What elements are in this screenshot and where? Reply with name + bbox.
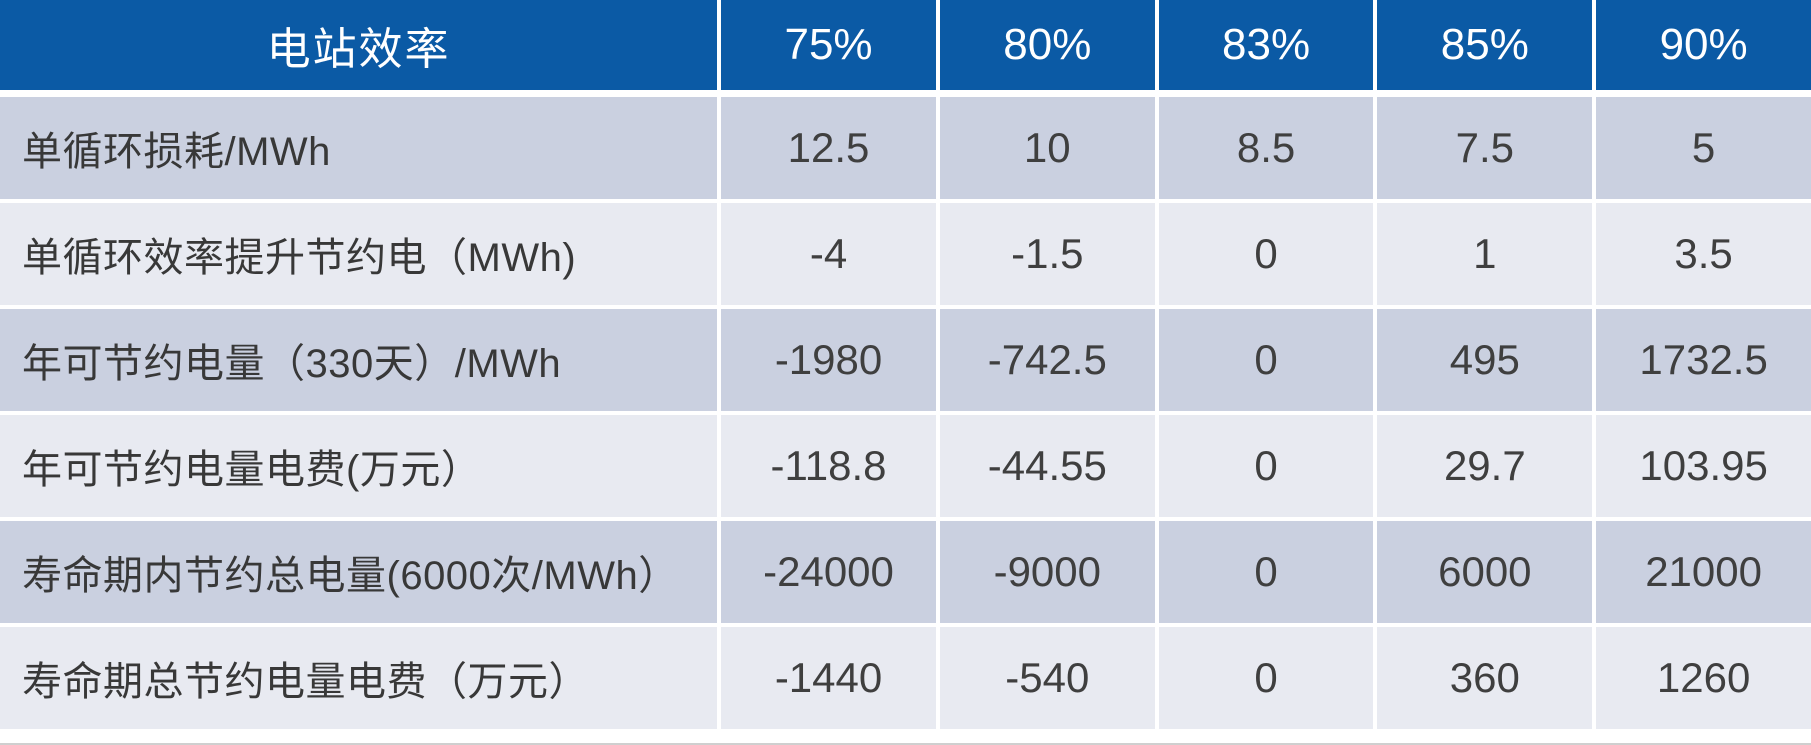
cell-value: 21000 bbox=[1596, 521, 1811, 623]
table-row: 寿命期内节约总电量(6000次/MWh） -24000 -9000 0 6000 2100… bbox=[0, 521, 1811, 623]
cell-value: -24000 bbox=[721, 521, 936, 623]
cell-value: -540 bbox=[939, 627, 1155, 729]
row-label: 单循环损耗/MWh bbox=[0, 97, 718, 199]
header-col-1: 80% bbox=[939, 0, 1155, 90]
cell-value: 5 bbox=[1596, 97, 1811, 199]
cell-value: 0 bbox=[1158, 203, 1374, 305]
cell-value: 7.5 bbox=[1377, 97, 1593, 199]
cell-value: 0 bbox=[1158, 521, 1374, 623]
cell-value: -1.5 bbox=[939, 203, 1155, 305]
cell-value: -44.55 bbox=[939, 415, 1155, 517]
cell-value: -118.8 bbox=[721, 415, 936, 517]
header-col-0: 75% bbox=[721, 0, 936, 90]
header-title: 电站效率 bbox=[0, 0, 718, 90]
cell-value: 8.5 bbox=[1158, 97, 1374, 199]
table-row: 单循环损耗/MWh 12.5 10 8.5 7.5 5 bbox=[0, 97, 1811, 199]
header-col-2: 83% bbox=[1158, 0, 1374, 90]
table-row: 单循环效率提升节约电（MWh) -4 -1.5 0 1 3.5 bbox=[0, 203, 1811, 305]
row-label: 年可节约电量电费(万元） bbox=[0, 415, 718, 517]
cell-value: -9000 bbox=[939, 521, 1155, 623]
row-label: 寿命期内节约总电量(6000次/MWh） bbox=[0, 521, 718, 623]
row-label: 年可节约电量（330天）/MWh bbox=[0, 309, 718, 411]
efficiency-table: 电站效率 75% 80% 83% 85% 90% 单循环损耗/MWh 12.5 10 8.5 7… bbox=[0, 0, 1811, 729]
cell-value: 0 bbox=[1158, 415, 1374, 517]
header-col-3: 85% bbox=[1377, 0, 1593, 90]
cell-value: 29.7 bbox=[1377, 415, 1593, 517]
cell-value: 1260 bbox=[1596, 627, 1811, 729]
cell-value: -742.5 bbox=[939, 309, 1155, 411]
row-label: 寿命期总节约电量电费（万元） bbox=[0, 627, 718, 729]
cell-value: -4 bbox=[721, 203, 936, 305]
cell-value: 10 bbox=[939, 97, 1155, 199]
cell-value: 6000 bbox=[1377, 521, 1593, 623]
cell-value: 495 bbox=[1377, 309, 1593, 411]
table-row: 年可节约电量（330天）/MWh -1980 -742.5 0 495 1732.5 bbox=[0, 309, 1811, 411]
cell-value: 0 bbox=[1158, 627, 1374, 729]
cell-value: -1980 bbox=[721, 309, 936, 411]
row-label: 单循环效率提升节约电（MWh) bbox=[0, 203, 718, 305]
header-col-4: 90% bbox=[1596, 0, 1811, 90]
bottom-divider bbox=[0, 743, 1811, 745]
cell-value: 0 bbox=[1158, 309, 1374, 411]
cell-value: -1440 bbox=[721, 627, 936, 729]
cell-value: 12.5 bbox=[721, 97, 936, 199]
cell-value: 3.5 bbox=[1596, 203, 1811, 305]
table-row: 年可节约电量电费(万元） -118.8 -44.55 0 29.7 103.95 bbox=[0, 415, 1811, 517]
table-header-row: 电站效率 75% 80% 83% 85% 90% bbox=[0, 0, 1811, 90]
cell-value: 360 bbox=[1377, 627, 1593, 729]
cell-value: 103.95 bbox=[1596, 415, 1811, 517]
cell-value: 1732.5 bbox=[1596, 309, 1811, 411]
cell-value: 1 bbox=[1377, 203, 1593, 305]
table-row: 寿命期总节约电量电费（万元） -1440 -540 0 360 1260 bbox=[0, 627, 1811, 729]
